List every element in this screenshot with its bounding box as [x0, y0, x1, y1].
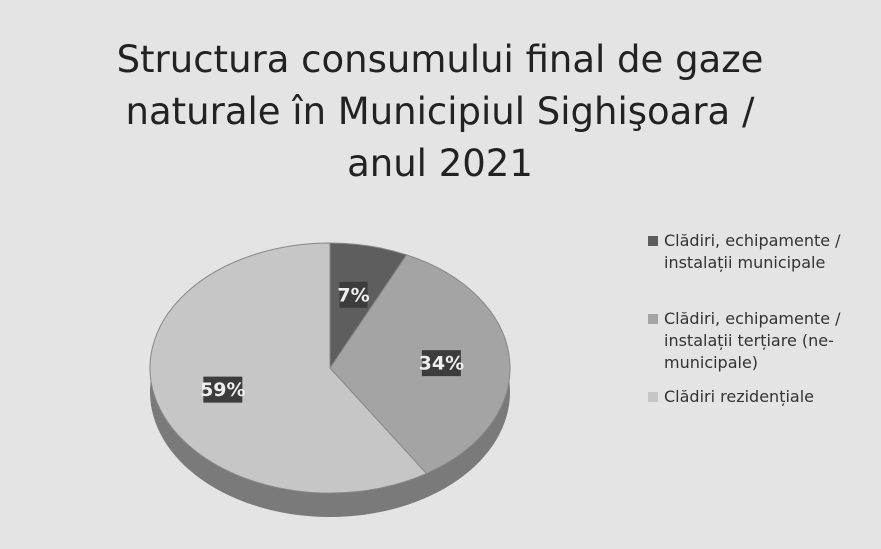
data-label: 34% — [419, 353, 464, 375]
legend: Clădiri, echipamente / instalații munici… — [648, 230, 876, 408]
legend-swatch — [648, 236, 658, 246]
legend-item: Clădiri, echipamente / instalații terția… — [648, 308, 876, 374]
legend-label: Clădiri, echipamente / instalații terția… — [664, 309, 841, 372]
legend-item: Clădiri, echipamente / instalații munici… — [648, 230, 876, 274]
legend-item: Clădiri rezidențiale — [648, 386, 876, 408]
legend-swatch — [648, 314, 658, 324]
label-box — [421, 350, 461, 377]
legend-swatch — [648, 392, 658, 402]
legend-label: Clădiri, echipamente / instalații munici… — [664, 231, 841, 272]
label-box — [203, 376, 243, 403]
chart-title: Structura consumului final de gaze natur… — [116, 38, 764, 185]
pie-slice — [329, 254, 511, 475]
legend-label: Clădiri rezidențiale — [664, 387, 814, 406]
label-box — [339, 281, 368, 308]
data-label: 7% — [337, 284, 369, 306]
data-label: 59% — [200, 379, 245, 401]
pie-slice — [149, 242, 428, 494]
